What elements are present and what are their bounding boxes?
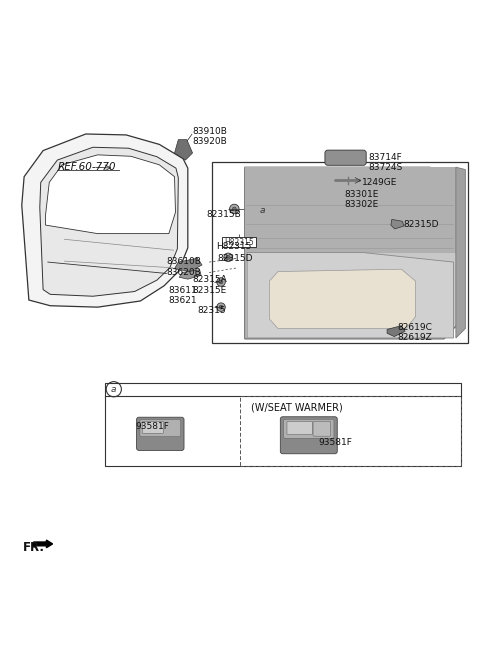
Polygon shape <box>269 269 416 328</box>
Circle shape <box>226 256 230 260</box>
Circle shape <box>152 284 157 289</box>
Circle shape <box>96 288 100 293</box>
Circle shape <box>219 280 223 284</box>
Text: 83714F
83724S: 83714F 83724S <box>368 152 402 172</box>
Text: 83301E
83302E: 83301E 83302E <box>344 190 379 209</box>
Circle shape <box>254 202 271 219</box>
Circle shape <box>57 292 62 297</box>
FancyBboxPatch shape <box>313 421 331 436</box>
FancyBboxPatch shape <box>284 419 334 438</box>
Circle shape <box>169 203 174 208</box>
Circle shape <box>105 206 109 212</box>
Text: 82619C
82619Z: 82619C 82619Z <box>397 323 432 342</box>
Bar <box>105 383 461 466</box>
Polygon shape <box>22 134 188 307</box>
Circle shape <box>143 210 147 215</box>
Polygon shape <box>46 155 176 234</box>
Circle shape <box>219 306 223 309</box>
Bar <box>222 237 256 247</box>
Polygon shape <box>175 258 202 271</box>
Circle shape <box>232 207 236 211</box>
Circle shape <box>217 278 225 286</box>
FancyBboxPatch shape <box>137 417 184 451</box>
Circle shape <box>224 253 232 261</box>
Circle shape <box>105 231 109 236</box>
Polygon shape <box>245 167 458 339</box>
Polygon shape <box>391 219 404 229</box>
Polygon shape <box>247 252 454 338</box>
Polygon shape <box>245 167 456 252</box>
Circle shape <box>331 193 339 201</box>
Circle shape <box>167 184 171 189</box>
Circle shape <box>63 256 80 273</box>
Text: FR.: FR. <box>23 541 45 555</box>
Text: 82315A
82315E: 82315A 82315E <box>192 275 228 294</box>
FancyBboxPatch shape <box>287 421 312 434</box>
Circle shape <box>106 382 121 397</box>
Text: 83910B
83920B: 83910B 83920B <box>192 127 228 146</box>
Circle shape <box>62 172 67 177</box>
Text: REF.60-770: REF.60-770 <box>57 162 116 172</box>
Text: 93581F: 93581F <box>136 422 169 431</box>
Polygon shape <box>387 326 405 336</box>
Text: 83610B
83620B: 83610B 83620B <box>167 257 201 277</box>
FancyBboxPatch shape <box>280 417 337 454</box>
Text: H82315: H82315 <box>224 238 254 246</box>
Circle shape <box>217 303 225 311</box>
FancyBboxPatch shape <box>140 420 180 437</box>
Circle shape <box>229 204 239 214</box>
Circle shape <box>72 229 76 234</box>
Circle shape <box>164 274 169 279</box>
Circle shape <box>333 194 337 198</box>
Circle shape <box>143 168 147 173</box>
Circle shape <box>171 258 176 262</box>
Bar <box>212 162 468 343</box>
Text: 83611
83621: 83611 83621 <box>168 286 197 305</box>
Circle shape <box>48 203 53 208</box>
Circle shape <box>96 165 100 170</box>
Text: 82315D: 82315D <box>404 219 439 229</box>
Circle shape <box>48 184 53 189</box>
Text: 82315: 82315 <box>197 306 226 315</box>
Text: (W/SEAT WARMER): (W/SEAT WARMER) <box>251 402 343 412</box>
FancyBboxPatch shape <box>142 422 163 434</box>
Circle shape <box>133 290 138 295</box>
FancyBboxPatch shape <box>325 150 366 166</box>
Text: 1249GE: 1249GE <box>361 178 397 187</box>
Polygon shape <box>34 540 53 548</box>
Circle shape <box>43 274 48 279</box>
Text: a: a <box>111 385 117 394</box>
Text: 93581F: 93581F <box>318 438 352 447</box>
Polygon shape <box>175 140 192 160</box>
Polygon shape <box>179 269 201 279</box>
Text: a: a <box>260 206 265 215</box>
Circle shape <box>48 236 53 240</box>
Bar <box>240 396 461 466</box>
Polygon shape <box>40 147 179 296</box>
Circle shape <box>43 255 48 260</box>
Text: 82315D: 82315D <box>218 254 253 263</box>
Circle shape <box>332 177 338 183</box>
Text: 82315B: 82315B <box>207 210 241 219</box>
Polygon shape <box>456 167 466 338</box>
Text: H82315: H82315 <box>216 242 252 252</box>
Circle shape <box>174 231 179 236</box>
